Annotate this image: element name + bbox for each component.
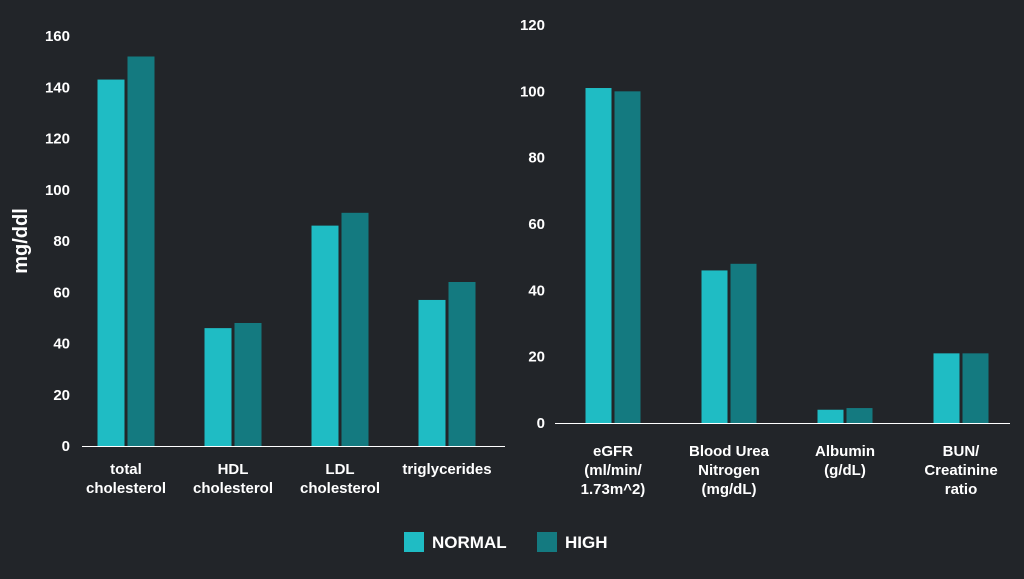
x-category-label: Nitrogen (698, 462, 760, 479)
x-category-label: ratio (945, 481, 978, 498)
y-tick-label: 100 (45, 182, 70, 199)
legend-label-normal: NORMAL (432, 533, 507, 552)
x-category-label: 1.73m^2) (581, 481, 646, 498)
x-category-label: eGFR (593, 443, 633, 460)
bar-high (448, 282, 476, 446)
bar-high (341, 212, 369, 446)
bar-high (614, 91, 641, 423)
y-tick-label: 80 (528, 150, 545, 167)
bar-normal (585, 88, 612, 424)
bar-normal (418, 299, 446, 446)
bar-high (962, 353, 989, 423)
x-category-label: (ml/min/ (584, 462, 642, 479)
x-category-label: (mg/dL) (702, 481, 757, 498)
bar-high (846, 408, 873, 423)
y-axis-label: mg/ddl (10, 208, 32, 274)
y-tick-label: 40 (53, 336, 70, 353)
y-tick-label: 60 (528, 216, 545, 233)
legend-label-high: HIGH (565, 533, 608, 552)
bar-normal (701, 270, 728, 423)
bar-normal (97, 79, 125, 446)
y-tick-label: 140 (45, 79, 70, 96)
bar-normal (933, 353, 960, 423)
x-category-label: total (110, 461, 142, 478)
y-tick-label: 60 (53, 284, 70, 301)
y-tick-label: 20 (528, 349, 545, 366)
y-tick-label: 0 (62, 438, 70, 455)
x-category-label: Blood Urea (689, 443, 770, 460)
x-category-label: (g/dL) (824, 462, 866, 479)
x-category-label: cholesterol (86, 480, 166, 497)
legend-swatch-normal (404, 532, 424, 552)
x-category-label: Creatinine (924, 462, 997, 479)
bar-normal (311, 225, 339, 446)
chart-lipid-panel: 0 20 40 60 80 100 120 140 160 mg/ddl total choleste… (10, 28, 505, 497)
y-tick-label: 40 (528, 282, 545, 299)
bar-high (234, 323, 262, 446)
y-tick-label: 100 (520, 83, 545, 100)
x-category-label: cholesterol (300, 480, 380, 497)
bar-normal (204, 328, 232, 446)
x-category-label: HDL (218, 461, 249, 478)
chart-kidney-panel: 0 20 40 60 80 100 120 eGFR (ml/min/1.73m^2) Blood… (520, 17, 1010, 498)
x-category-label: BUN/ (943, 443, 980, 460)
y-tick-label: 160 (45, 28, 70, 45)
legend-swatch-high (537, 532, 557, 552)
bar-high (127, 56, 155, 446)
x-category-label: triglycerides (402, 461, 491, 478)
y-tick-label: 0 (537, 415, 545, 432)
bar-normal (817, 409, 844, 423)
y-tick-label: 120 (45, 131, 70, 148)
y-tick-label: 20 (53, 387, 70, 404)
x-category-label: LDL (325, 461, 354, 478)
y-tick-label: 80 (53, 233, 70, 250)
legend: NORMAL HIGH (404, 532, 608, 552)
x-category-label: Albumin (815, 443, 875, 460)
x-category-label: cholesterol (193, 480, 273, 497)
y-tick-label: 120 (520, 17, 545, 34)
bar-high (730, 263, 757, 423)
